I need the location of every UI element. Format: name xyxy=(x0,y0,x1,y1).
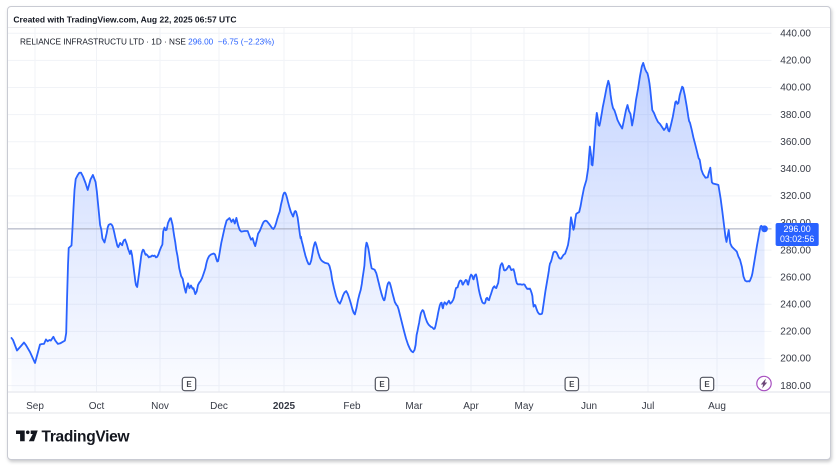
svg-text:180.00: 180.00 xyxy=(780,381,811,392)
svg-text:Oct: Oct xyxy=(89,401,105,412)
svg-text:200.00: 200.00 xyxy=(780,354,811,365)
svg-text:E: E xyxy=(704,380,710,389)
svg-text:E: E xyxy=(569,380,575,389)
svg-text:360.00: 360.00 xyxy=(780,137,811,148)
svg-text:Aug: Aug xyxy=(708,401,726,412)
svg-text:Mar: Mar xyxy=(405,401,423,412)
svg-text:220.00: 220.00 xyxy=(780,327,811,338)
svg-text:Apr: Apr xyxy=(463,401,479,412)
svg-text:400.00: 400.00 xyxy=(780,83,811,94)
svg-text:440.00: 440.00 xyxy=(780,29,811,40)
svg-text:260.00: 260.00 xyxy=(780,272,811,283)
svg-text:380.00: 380.00 xyxy=(780,110,811,121)
svg-text:240.00: 240.00 xyxy=(780,300,811,311)
svg-text:2025: 2025 xyxy=(273,401,296,412)
svg-text:03:02:56: 03:02:56 xyxy=(780,234,814,244)
svg-text:May: May xyxy=(515,401,534,412)
svg-text:320.00: 320.00 xyxy=(780,191,811,202)
svg-text:Created with TradingView.com,: Created with TradingView.com, Aug 22, 20… xyxy=(13,15,236,25)
svg-text:Sep: Sep xyxy=(26,401,44,412)
svg-text:280.00: 280.00 xyxy=(780,245,811,256)
svg-text:Dec: Dec xyxy=(210,401,228,412)
svg-text:340.00: 340.00 xyxy=(780,164,811,175)
svg-text:Jul: Jul xyxy=(642,401,655,412)
svg-text:Feb: Feb xyxy=(343,401,361,412)
svg-text:RELIANCE INFRASTRUCTU LTD · 1D: RELIANCE INFRASTRUCTU LTD · 1D · NSE 296… xyxy=(20,38,274,47)
svg-text:E: E xyxy=(186,380,192,389)
svg-text:296.00: 296.00 xyxy=(784,224,811,234)
svg-text:420.00: 420.00 xyxy=(780,56,811,67)
svg-text:Nov: Nov xyxy=(151,401,169,412)
svg-text:E: E xyxy=(379,380,385,389)
svg-text:Jun: Jun xyxy=(581,401,597,412)
svg-text:TradingView: TradingView xyxy=(42,429,131,446)
